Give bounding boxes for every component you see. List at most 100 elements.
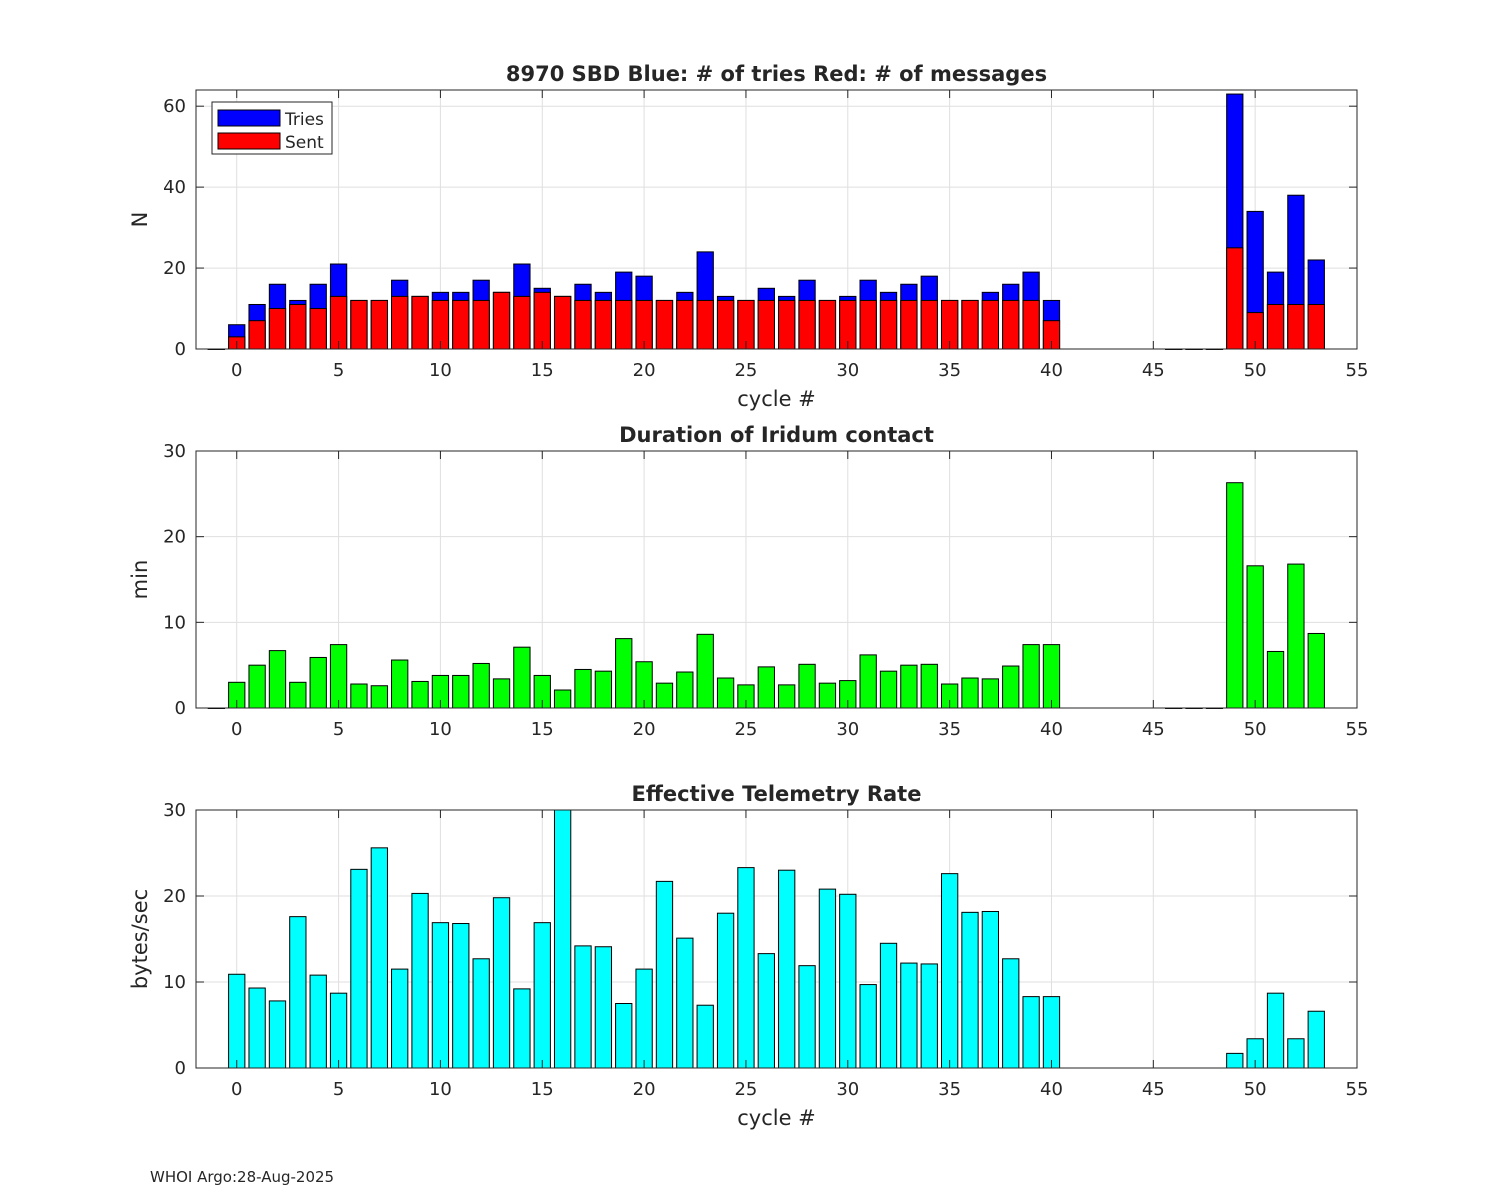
bar-sent-cycle-32 <box>879 299 898 350</box>
x-tick-label: 35 <box>938 1079 961 1100</box>
x-tick-label: 40 <box>1040 1079 1063 1100</box>
bar-duration-cycle-24 <box>716 677 735 709</box>
bar-duration-cycle-51 <box>1266 650 1285 709</box>
bar-rate-cycle-40 <box>1042 996 1061 1069</box>
bar-rate-cycle-38 <box>1002 958 1020 1069</box>
bar-duration-cycle-50 <box>1246 565 1264 709</box>
bar-duration-cycle-2 <box>268 650 287 709</box>
bar-rate-cycle-18 <box>594 946 613 1069</box>
bar-sent-cycle-39 <box>1022 299 1040 350</box>
bar-duration-cycle-4 <box>309 656 327 709</box>
bar-duration-cycle-28 <box>798 663 816 709</box>
bar-sent-cycle-34 <box>920 299 938 350</box>
x-tick-label: 10 <box>429 719 452 740</box>
bar-sent-cycle-38 <box>1002 299 1020 350</box>
bar-sent-cycle-49 <box>1226 247 1244 350</box>
bar-rate-cycle-0 <box>228 973 246 1069</box>
bar-sent-cycle-4 <box>309 308 327 350</box>
bar-duration-cycle-33 <box>900 664 918 709</box>
legend-sent-swatch <box>217 132 281 150</box>
x-tick-label: 40 <box>1040 719 1063 740</box>
x-tick-label: 50 <box>1244 719 1267 740</box>
bar-rate-cycle-16 <box>553 809 572 1069</box>
footer-credit: WHOI Argo:28-Aug-2025 <box>150 1168 334 1186</box>
bar-duration-cycle-18 <box>594 670 613 709</box>
x-tick-label: 0 <box>231 360 242 381</box>
bar-rate-cycle-20 <box>635 968 653 1069</box>
bar-rate-cycle-6 <box>350 868 368 1069</box>
bar-sent-cycle-13 <box>492 291 511 350</box>
bar-rate-cycle-10 <box>431 922 450 1069</box>
bar-rate-cycle-1 <box>248 987 266 1069</box>
x-tick-label: 25 <box>734 719 757 740</box>
bar-rate-cycle-26 <box>757 953 775 1069</box>
bar-rate-cycle-11 <box>452 923 470 1069</box>
bar-duration-cycle-40 <box>1042 644 1061 709</box>
x-tick-label: 55 <box>1346 1079 1369 1100</box>
bar-sent-cycle-2 <box>268 308 287 350</box>
bar-rate-cycle-30 <box>839 893 857 1069</box>
bar-rate-cycle-33 <box>900 962 918 1069</box>
y-tick-label: 0 <box>175 698 186 719</box>
bar-rate-cycle-27 <box>778 869 796 1069</box>
sbd-ticks: 0 5 10 15 20 25 30 35 40 45 50 55 0 20 40 60 <box>163 90 1368 381</box>
x-tick-label: 20 <box>633 719 656 740</box>
bar-duration-cycle-37 <box>981 678 1000 709</box>
bar-rate-cycle-28 <box>798 965 816 1069</box>
bar-sent-cycle-53 <box>1307 303 1325 350</box>
bar-sent-cycle-29 <box>818 299 837 350</box>
x-tick-label: 15 <box>531 360 554 381</box>
duration-plot-area <box>196 451 1357 708</box>
bar-sent-cycle-16 <box>553 295 572 350</box>
rate-x-axis-label: cycle # <box>737 1106 816 1130</box>
legend-tries-swatch <box>217 109 281 127</box>
bar-rate-cycle-31 <box>859 984 877 1069</box>
bar-sent-cycle-51 <box>1266 303 1285 350</box>
bar-rate-cycle-7 <box>370 847 388 1069</box>
bar-duration-cycle-49 <box>1226 482 1244 709</box>
bar-sent-cycle-17 <box>574 299 592 350</box>
y-tick-label: 40 <box>163 177 186 198</box>
bar-duration-cycle-29 <box>818 682 837 709</box>
bar-rate-cycle-35 <box>940 873 959 1069</box>
x-tick-label: 35 <box>938 719 961 740</box>
y-tick-label: 10 <box>163 972 186 993</box>
bar-duration-cycle-6 <box>350 683 368 709</box>
x-tick-label: 5 <box>333 719 344 740</box>
bar-sent-cycle-11 <box>452 299 470 350</box>
bar-sent-cycle-15 <box>533 291 551 350</box>
bar-rate-cycle-9 <box>411 892 429 1069</box>
bar-rate-cycle-8 <box>391 968 409 1069</box>
sbd-plot-area <box>196 90 1357 349</box>
bar-duration-cycle-31 <box>859 654 877 709</box>
bar-rate-cycle-49 <box>1226 1052 1244 1069</box>
rate-chart-title: Effective Telemetry Rate <box>632 782 922 806</box>
x-tick-label: 45 <box>1142 360 1165 381</box>
y-tick-label: 20 <box>163 886 186 907</box>
y-tick-label: 0 <box>175 1058 186 1079</box>
x-tick-label: 50 <box>1244 360 1267 381</box>
bar-sent-cycle-23 <box>696 299 714 350</box>
bar-rate-cycle-24 <box>716 912 735 1069</box>
bar-rate-cycle-14 <box>513 988 531 1069</box>
bar-sent-cycle-24 <box>716 299 735 350</box>
y-tick-label: 20 <box>163 527 186 548</box>
bar-duration-cycle-3 <box>289 681 307 709</box>
x-tick-label: 10 <box>429 360 452 381</box>
sbd-axes-box <box>195 89 1358 350</box>
bar-sent-cycle-9 <box>411 295 429 350</box>
bar-rate-cycle-51 <box>1266 992 1285 1069</box>
bar-duration-cycle-27 <box>778 684 796 709</box>
bar-sent-cycle-52 <box>1287 303 1305 350</box>
x-tick-label: 0 <box>231 1079 242 1100</box>
bar-duration-cycle-23 <box>696 633 714 709</box>
bar-duration-cycle-38 <box>1002 665 1020 709</box>
bar-duration-cycle-34 <box>920 663 938 709</box>
bar-rate-cycle-13 <box>492 897 511 1069</box>
bar-rate-cycle-25 <box>737 867 755 1069</box>
bar-sent-cycle-18 <box>594 299 613 350</box>
duration-chart-title: Duration of Iridum contact <box>619 423 934 447</box>
rate-chart: 0 5 10 15 20 25 30 35 40 45 50 55 0 10 20 30 Effective … <box>128 782 1368 1130</box>
x-tick-label: 5 <box>333 360 344 381</box>
bar-sent-cycle-8 <box>391 295 409 350</box>
